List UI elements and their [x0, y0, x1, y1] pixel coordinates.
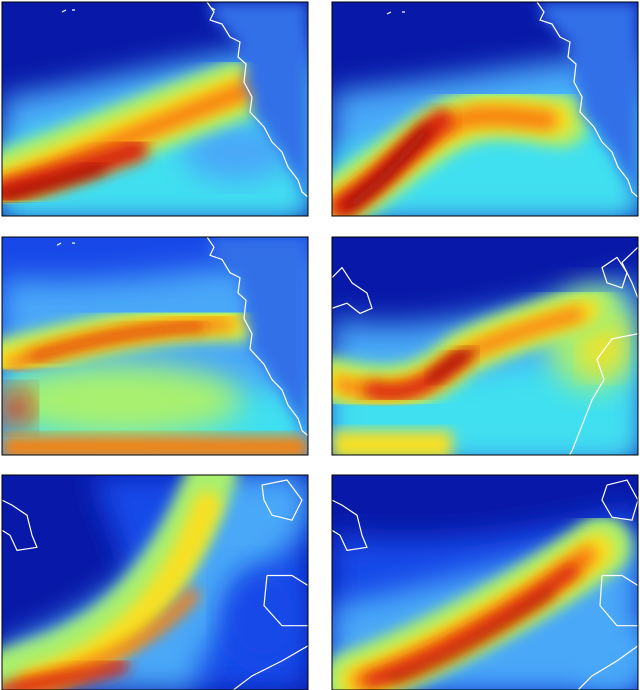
coastline [206, 237, 308, 437]
coastline [332, 266, 373, 315]
map-panel [331, 236, 639, 456]
moisture-field [2, 364, 242, 436]
coastline [2, 499, 38, 551]
coastline [206, 2, 308, 198]
moisture-field [2, 139, 148, 203]
moisture-field [365, 563, 579, 688]
panel-border [1, 1, 309, 217]
panel-border [331, 1, 639, 217]
coastline [386, 11, 405, 15]
coastline [332, 499, 368, 551]
coastline [601, 479, 638, 521]
panel-border [331, 236, 639, 456]
moisture-field [207, 2, 308, 197]
map-panel [1, 474, 309, 690]
map-panel [1, 1, 309, 217]
moisture-field [428, 347, 476, 384]
coastline [568, 333, 638, 455]
panel-border [331, 474, 639, 690]
moisture-field [2, 164, 106, 201]
map-panel [1, 236, 309, 456]
coastline [232, 574, 308, 690]
moisture-field [389, 591, 555, 684]
map-field [2, 2, 308, 216]
panel-border [1, 474, 309, 690]
coastline [601, 256, 628, 289]
moisture-field [2, 658, 129, 690]
moisture-field [2, 387, 33, 429]
moisture-field [28, 323, 206, 361]
coastline [261, 479, 303, 521]
map-panel [331, 1, 639, 217]
moisture-field [572, 625, 638, 686]
moisture-field [582, 323, 622, 375]
map-field [2, 475, 308, 690]
moisture-field [207, 237, 308, 436]
map-field [332, 237, 638, 455]
moisture-field [332, 430, 452, 455]
map-field [332, 2, 638, 216]
coastline [536, 2, 638, 198]
map-field [2, 237, 308, 455]
moisture-field [537, 2, 638, 197]
moisture-field [342, 125, 432, 212]
coastline [61, 7, 216, 13]
coastline [621, 246, 638, 299]
moisture-field [182, 122, 292, 182]
map-panel [331, 474, 639, 690]
panel-border [1, 236, 309, 456]
coastline [577, 574, 638, 690]
moisture-field [222, 565, 302, 666]
moisture-field [2, 435, 308, 455]
map-field [332, 475, 638, 690]
coastline [56, 242, 75, 246]
